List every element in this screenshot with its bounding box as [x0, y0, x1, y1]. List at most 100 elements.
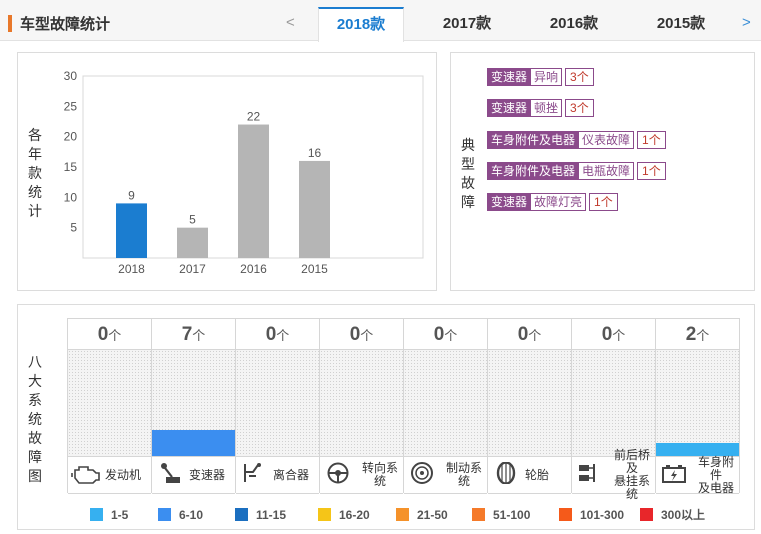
system-name: 发动机 — [105, 467, 142, 482]
system-count-unit: 个 — [444, 328, 458, 343]
header-bar: 车型故障统计 < 2018款 2017款 2016款 2015款 > — [0, 0, 761, 42]
fault-count: 3个 — [565, 68, 594, 86]
fault-item[interactable]: 车身附件及电器 仪表故障 1个 — [487, 131, 666, 149]
fault-issue: 故障灯亮 — [531, 193, 587, 211]
system-count-unit: 个 — [108, 328, 122, 343]
legend-swatch — [472, 508, 485, 521]
legend-label: 6-10 — [179, 507, 204, 522]
system-label[interactable]: 轮胎 — [488, 456, 571, 494]
legend-item: 16-20 — [318, 506, 396, 523]
legend-item: 101-300 — [559, 506, 640, 523]
system-name: 制动系统 — [445, 461, 482, 488]
system-count: 0个 — [488, 319, 571, 350]
system-count-unit: 个 — [192, 328, 206, 343]
system-column[interactable]: 0个 前后桥及 悬挂系统 — [572, 318, 656, 501]
legend-item: 21-50 — [396, 506, 472, 523]
year-stats-panel: 各年款统计 — [17, 52, 437, 291]
system-name: 变速器 — [189, 467, 226, 482]
clutch-icon — [239, 462, 269, 489]
system-count: 0个 — [320, 319, 403, 350]
fault-item[interactable]: 变速器 顿挫 3个 — [487, 99, 594, 117]
system-bar — [152, 429, 235, 456]
system-label[interactable]: 制动系统 — [404, 456, 487, 494]
system-column[interactable]: 0个转向系统 — [320, 318, 404, 494]
next-arrow-icon[interactable]: > — [742, 14, 751, 31]
legend-swatch — [90, 508, 103, 521]
suspension-icon — [575, 462, 605, 489]
system-name: 车身附件 及电器 — [697, 454, 734, 495]
legend-swatch — [396, 508, 409, 521]
legend-label: 1-5 — [111, 507, 129, 522]
legend-label: 300以上 — [661, 508, 706, 522]
system-column[interactable]: 7个变速器 — [152, 318, 236, 494]
bar — [116, 203, 147, 258]
system-label[interactable]: 离合器 — [236, 456, 319, 494]
fault-item[interactable]: 变速器 故障灯亮 1个 — [487, 193, 618, 211]
system-plot — [152, 350, 235, 456]
data-label: 9 — [128, 188, 135, 202]
system-count-number: 2 — [685, 324, 697, 345]
fault-issue: 顿挫 — [531, 99, 563, 117]
legend-swatch — [158, 508, 171, 521]
legend: 1-5 6-10 11-15 16-20 21-50 51-100 101-300 300以上 — [90, 506, 710, 523]
system-plot — [68, 350, 151, 456]
system-count-unit: 个 — [276, 328, 290, 343]
tab-2016[interactable]: 2016款 — [549, 15, 599, 32]
legend-item: 51-100 — [472, 506, 559, 523]
system-count: 0个 — [404, 319, 487, 350]
data-label: 22 — [247, 110, 261, 124]
fault-item[interactable]: 变速器 异响 3个 — [487, 68, 594, 86]
system-count-number: 0 — [97, 324, 109, 345]
system-plot — [236, 350, 319, 456]
y-tick-label: 15 — [64, 160, 78, 174]
system-column[interactable]: 0个发动机 — [68, 318, 152, 494]
system-plot — [488, 350, 571, 456]
fault-item[interactable]: 车身附件及电器 电瓶故障 1个 — [487, 162, 666, 180]
fault-count: 1个 — [637, 131, 666, 149]
system-name: 轮胎 — [525, 467, 550, 482]
bar — [299, 160, 330, 258]
system-column[interactable]: 0个轮胎 — [488, 318, 572, 494]
system-count-unit: 个 — [528, 328, 542, 343]
y-tick-label: 5 — [70, 221, 77, 235]
system-count-unit: 个 — [696, 328, 710, 343]
system-count-number: 0 — [349, 324, 361, 345]
fault-issue: 异响 — [531, 68, 563, 86]
eight-systems-label: 八大系统故障图 — [28, 354, 42, 484]
system-name: 离合器 — [273, 467, 310, 482]
y-tick-label: 20 — [64, 130, 78, 144]
system-label[interactable]: 转向系统 — [320, 456, 403, 494]
y-tick-label: 10 — [64, 190, 78, 204]
gearshift-icon — [155, 462, 185, 489]
fault-category: 车身附件及电器 — [487, 162, 580, 180]
legend-label: 11-15 — [256, 507, 287, 522]
system-label[interactable]: 变速器 — [152, 456, 235, 494]
system-bar — [656, 443, 739, 456]
system-label[interactable]: 发动机 — [68, 456, 151, 494]
system-column[interactable]: 2个车身附件 及电器 — [656, 318, 740, 495]
systems-grid: 0个 发动机 7个 变速器 0个 离合器 0个 转向系统 0个 制动系统 0个 轮胎 0个 前后桥及 悬挂系… — [67, 318, 740, 501]
engine-icon — [71, 462, 101, 489]
system-column[interactable]: 0个 离合器 — [236, 318, 320, 494]
title-accent — [8, 15, 12, 32]
tab-2018[interactable]: 2018款 — [318, 7, 404, 42]
tab-2015[interactable]: 2015款 — [656, 15, 706, 32]
y-tick-label: 25 — [64, 99, 78, 113]
legend-label: 16-20 — [339, 507, 370, 522]
legend-label: 101-300 — [580, 507, 625, 522]
system-label[interactable]: 前后桥及 悬挂系统 — [572, 449, 655, 501]
fault-count: 3个 — [565, 99, 594, 117]
system-column[interactable]: 0个制动系统 — [404, 318, 488, 494]
system-count: 0个 — [68, 319, 151, 350]
legend-swatch — [559, 508, 572, 521]
typical-faults-label: 典型故障 — [461, 137, 475, 210]
legend-swatch — [640, 508, 653, 521]
brake-disc-icon — [407, 461, 437, 489]
prev-arrow-icon[interactable]: < — [286, 14, 295, 31]
system-count-number: 7 — [181, 324, 193, 345]
y-tick-label: 30 — [64, 69, 78, 83]
bar — [177, 227, 208, 258]
tab-2017[interactable]: 2017款 — [442, 15, 492, 32]
year-stats-chart: 5 10 15 20 25 30 9 2018 5 2017 22 2016 16 2015 — [64, 69, 424, 276]
system-label[interactable]: 车身附件 及电器 — [656, 454, 739, 495]
